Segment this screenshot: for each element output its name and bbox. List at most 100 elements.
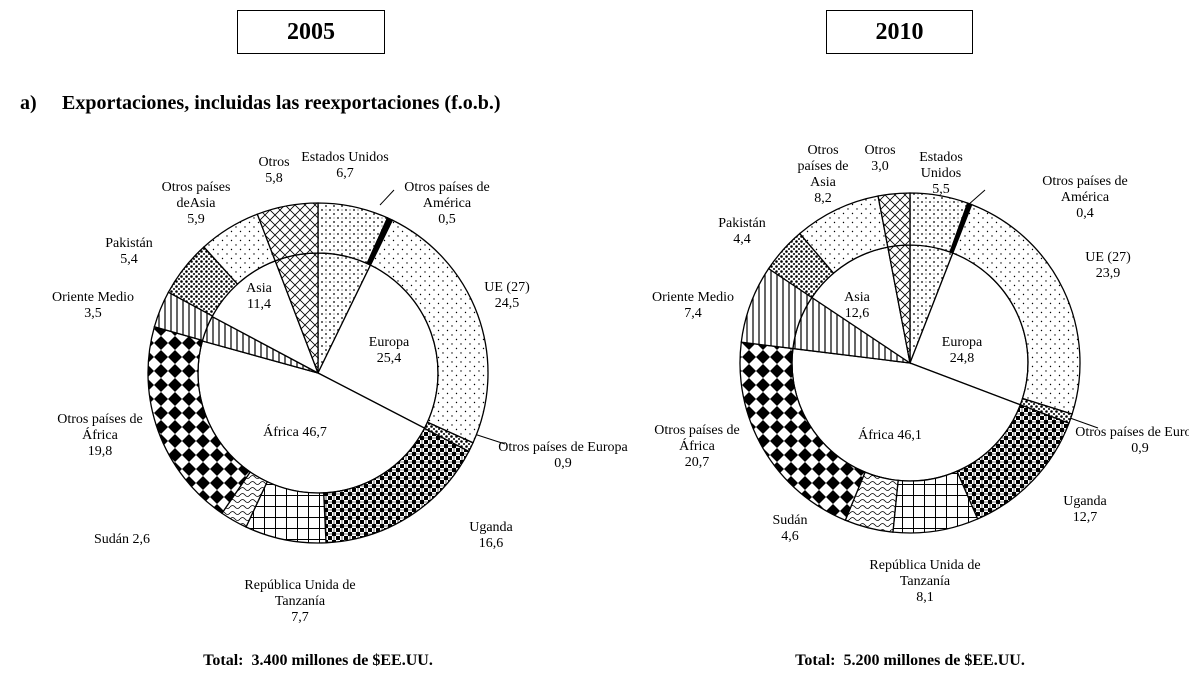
label-name: Otros países deAsia [161, 180, 231, 211]
outer-slice [877, 192, 911, 248]
label-value: 5,9 [187, 212, 205, 227]
chart-title: 2010 [826, 10, 973, 54]
label-name: Otros países de África [57, 412, 143, 443]
label-value: 2,6 [132, 532, 151, 547]
outer-label: Otros países de Asia 8,2 [791, 143, 856, 207]
label-name: Pakistán [718, 216, 766, 231]
label-name: Otros países de América [1042, 174, 1128, 205]
label-name: Europa [941, 335, 983, 350]
label-name: Estados Unidos [301, 150, 389, 165]
outer-label: Oriente Medio 7,4 [633, 290, 753, 322]
inner-label: Europa 24,8 [922, 335, 1002, 367]
label-name: Otros países de América [404, 180, 490, 211]
label-value: 19,8 [87, 444, 113, 459]
label-value: 20,7 [684, 455, 710, 470]
label-value: 24,5 [494, 296, 520, 311]
label-name: Sudán [94, 532, 129, 547]
inner-label: Asia 12,6 [827, 290, 887, 322]
label-value: 24,8 [949, 351, 975, 366]
label-value: 8,1 [916, 590, 934, 605]
label-name: República Unida de Tanzanía [244, 578, 356, 609]
label-value: 8,2 [814, 191, 832, 206]
outer-label: Otros países de África 20,7 [652, 423, 742, 471]
label-name: Otros países de África [654, 423, 740, 454]
label-value: 7,4 [684, 306, 702, 321]
label-value: 5,5 [932, 182, 950, 197]
label-value: 5,8 [265, 171, 283, 186]
label-value: 11,4 [247, 297, 271, 312]
inner-label: África 46,7 [235, 425, 355, 441]
outer-label: Oriente Medio 3,5 [33, 290, 153, 322]
label-name: Estados Unidos [919, 150, 963, 181]
label-name: Oriente Medio [651, 290, 735, 305]
label-name: Otros países de Asia [797, 143, 849, 190]
label-value: 0,9 [1131, 441, 1149, 456]
label-name: Uganda [469, 520, 513, 535]
outer-label: Otros países de América 0,5 [382, 180, 512, 228]
outer-label: Sudán 4,6 [760, 513, 820, 545]
label-value: 25,4 [376, 351, 402, 366]
label-name: Asia [844, 290, 870, 305]
label-value: 16,6 [478, 536, 504, 551]
outer-label: Otros 3,0 [855, 143, 905, 175]
label-name: Asia [246, 281, 272, 296]
chart-footer: Total: 5.200 millones de $EE.UU. [795, 652, 1025, 669]
label-value: 12,6 [844, 306, 870, 321]
label-value: 3,0 [871, 159, 889, 174]
leader-line [967, 189, 986, 206]
outer-slice [256, 202, 319, 262]
outer-label: Uganda 12,7 [1045, 494, 1125, 526]
label-value: 4,4 [733, 232, 751, 247]
label-name: Otros [258, 155, 290, 170]
label-name: Otros países de Europa [498, 440, 628, 455]
outer-label: Estados Unidos 5,5 [911, 150, 971, 198]
outer-label: República Unida de Tanzanía 8,1 [855, 558, 995, 606]
outer-label: Pakistán 4,4 [702, 216, 782, 248]
outer-label: Pakistán 5,4 [89, 236, 169, 268]
label-name: Oriente Medio [51, 290, 135, 305]
chart-footer: Total: 3.400 millones de $EE.UU. [203, 652, 433, 669]
inner-label: África 46,1 [830, 428, 950, 444]
outer-label: UE (27) 24,5 [467, 280, 547, 312]
outer-label: Otros 5,8 [244, 155, 304, 187]
leader-line [379, 189, 395, 206]
label-value: 6,7 [336, 166, 354, 181]
heading: Exportaciones, incluidas las reexportaci… [62, 92, 501, 114]
outer-label: Sudán 2,6 [62, 532, 182, 548]
label-name: Sudán [772, 513, 808, 528]
label-name: África [858, 428, 894, 443]
outer-label: República Unida de Tanzanía 7,7 [230, 578, 370, 626]
label-name: Uganda [1063, 494, 1107, 509]
outer-label: Otros países de África 19,8 [55, 412, 145, 460]
heading-marker: a) [20, 92, 37, 114]
outer-label: UE (27) 23,9 [1068, 250, 1148, 282]
label-value: 7,7 [291, 610, 309, 625]
label-name: África [263, 425, 299, 440]
outer-label: Uganda 16,6 [451, 520, 531, 552]
label-value: 4,6 [781, 529, 799, 544]
outer-label: Otros países deAsia 5,9 [151, 180, 241, 228]
label-name: Pakistán [105, 236, 153, 251]
inner-label: Europa 25,4 [349, 335, 429, 367]
label-value: 0,9 [554, 456, 572, 471]
outer-label: Otros países de América 0,4 [1020, 174, 1150, 222]
label-value: 5,4 [120, 252, 138, 267]
label-value: 46,1 [897, 428, 922, 443]
leader-line [1069, 417, 1099, 429]
outer-label: Estados Unidos 6,7 [280, 150, 410, 182]
label-name: Europa [368, 335, 410, 350]
label-name: Otros [864, 143, 896, 158]
label-value: 0,4 [1076, 206, 1094, 221]
chart-title: 2005 [237, 10, 385, 54]
label-value: 23,9 [1095, 266, 1121, 281]
label-name: UE (27) [1085, 250, 1131, 265]
label-value: 3,5 [84, 306, 102, 321]
label-value: 12,7 [1072, 510, 1098, 525]
inner-label: Asia 11,4 [229, 281, 289, 313]
label-value: 0,5 [438, 212, 456, 227]
label-name: UE (27) [484, 280, 530, 295]
